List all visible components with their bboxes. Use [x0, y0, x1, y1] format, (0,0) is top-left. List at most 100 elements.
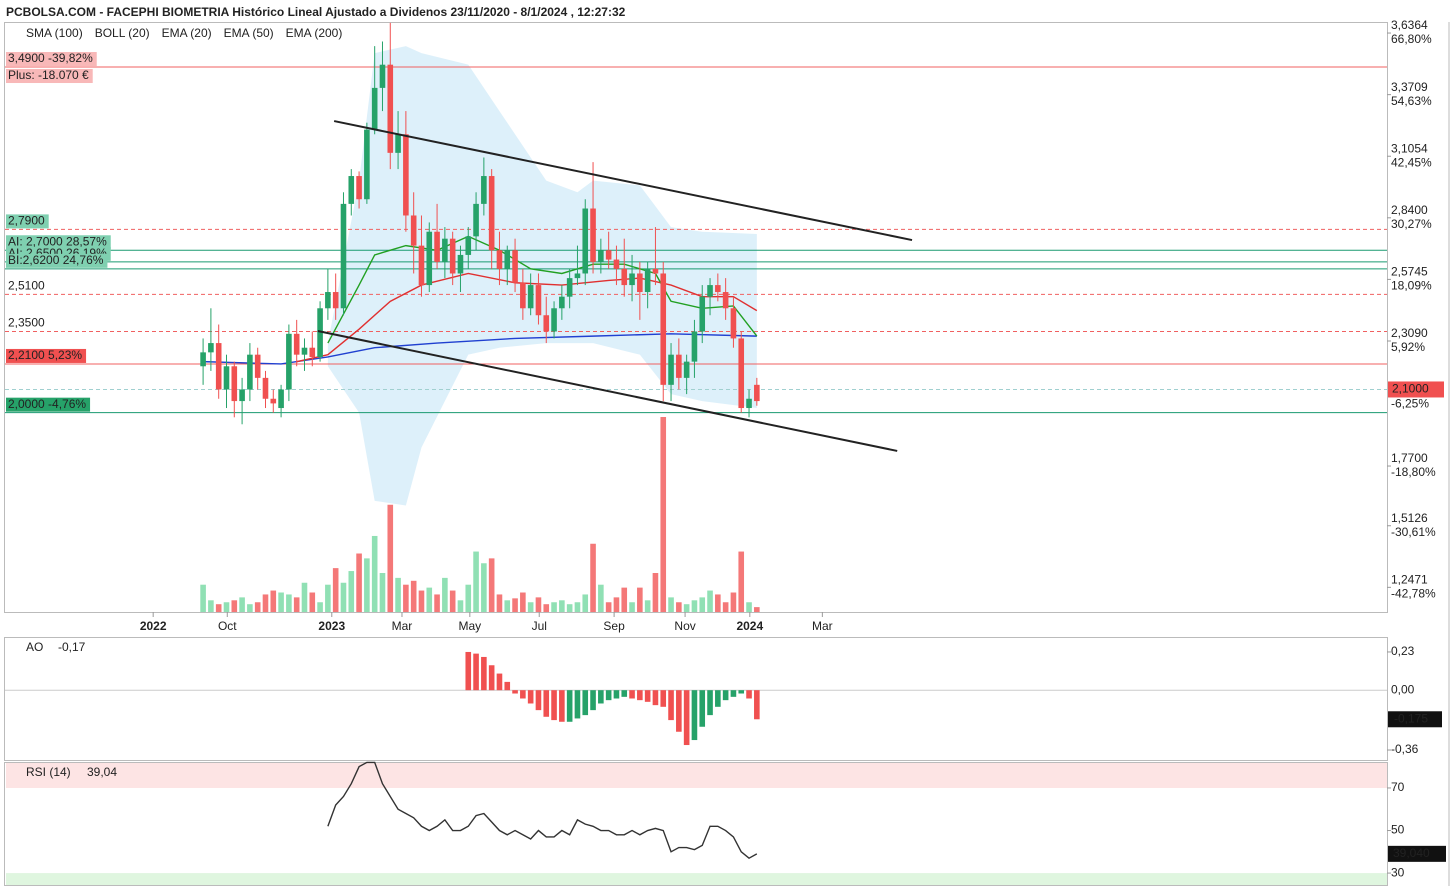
ao-bar	[629, 690, 635, 699]
level-label: AI: 2,7000 28,57%	[6, 234, 111, 250]
candle-body	[293, 333, 300, 355]
level-label-text: 2,5100	[8, 279, 45, 293]
x-tick-label: 2022	[140, 619, 167, 633]
level-label: 2,3500	[6, 316, 49, 331]
volume-bar	[418, 590, 425, 612]
legend-entry: EMA (50)	[224, 26, 274, 40]
ao-bar	[738, 690, 745, 694]
volume-bar	[574, 602, 581, 612]
volume-bar	[566, 604, 573, 612]
ao-name: AO	[26, 640, 43, 654]
candle-body	[317, 308, 323, 357]
y-tick-label: 2,3090	[1391, 326, 1428, 340]
candle-body	[699, 296, 706, 332]
level-label: 2,0000 -4,76%	[6, 397, 91, 412]
y-tick-label: 1,2471	[1391, 573, 1428, 587]
volume-bar	[465, 584, 472, 612]
volume-bar	[691, 600, 698, 612]
ao-bar	[512, 690, 518, 694]
candle-body	[683, 361, 690, 378]
y-tick-label: 3,3709	[1391, 80, 1428, 94]
ao-bar	[590, 690, 596, 711]
ao-bar	[481, 656, 487, 691]
candle-body	[621, 268, 628, 286]
candle-body	[403, 134, 409, 216]
ao-bar	[527, 690, 534, 704]
ao-bar	[488, 665, 495, 691]
volume-bar	[449, 590, 456, 612]
volume-bar	[473, 551, 479, 612]
ao-bar	[644, 690, 651, 702]
ao-bar	[504, 681, 511, 691]
candle-body	[535, 285, 542, 316]
candle-body	[223, 366, 230, 390]
volume-bar	[286, 594, 292, 612]
volume-bar	[348, 571, 355, 612]
volume-bar	[520, 592, 526, 612]
candle-body	[551, 308, 557, 332]
candle-body	[582, 208, 589, 274]
volume-bar	[208, 600, 214, 612]
ao-bar	[707, 690, 713, 716]
volume-bar	[543, 604, 550, 612]
ao-bar	[746, 690, 752, 699]
y-tick-percent: 54,63%	[1391, 94, 1432, 108]
rsi-panel	[4, 762, 1388, 886]
candle-body	[637, 273, 643, 293]
level-label-text: AI: 2,7000 28,57%	[8, 234, 107, 248]
volume-bar	[457, 600, 464, 612]
volume-bar	[598, 584, 604, 612]
volume-bar	[442, 577, 448, 612]
y-tick-label: 1,7700	[1391, 451, 1428, 465]
ao-bar	[465, 651, 472, 691]
rsi-line	[327, 761, 758, 860]
level-note-bg	[6, 69, 93, 84]
candle-body	[644, 268, 651, 293]
candle-body	[668, 354, 674, 385]
legend-entry: SMA (100)	[26, 26, 83, 40]
candle-body	[340, 203, 347, 309]
volume-bar	[629, 602, 635, 612]
volume-bar	[262, 594, 269, 612]
candle-body	[270, 398, 277, 404]
volume-bar	[247, 604, 253, 612]
candle-body	[239, 389, 245, 402]
volume-bar	[364, 558, 370, 612]
ao-bar	[496, 673, 503, 691]
candle-body	[309, 347, 316, 357]
candle-body	[691, 331, 698, 362]
y-tick-percent: 42,45%	[1391, 155, 1432, 169]
volume-bar	[683, 604, 690, 612]
y-tick-label: 3,6364	[1391, 18, 1428, 32]
level-label-bg	[6, 279, 49, 294]
last-price-label: 2,1000	[1392, 382, 1429, 396]
ao-panel	[4, 637, 1388, 761]
x-tick-label: 2023	[318, 619, 345, 633]
ao-bar	[543, 690, 550, 717]
trendline	[317, 330, 898, 452]
y-tick-label: 1,5126	[1391, 511, 1428, 525]
ao-bar	[574, 690, 581, 719]
level-label: 2,5100	[6, 279, 49, 294]
volume-bar	[387, 504, 394, 612]
ema-line	[327, 235, 758, 344]
y-tick-percent: 66,80%	[1391, 32, 1432, 46]
y-tick-percent: 30,27%	[1391, 217, 1432, 231]
volume-bar	[356, 553, 362, 612]
ao-bar	[637, 690, 643, 701]
volume-bar	[715, 594, 721, 612]
candle-body	[434, 231, 440, 262]
ao-bar	[551, 690, 557, 721]
volume-bar	[551, 602, 557, 612]
ao-bar	[582, 690, 589, 716]
level-label: 2,7900	[6, 214, 49, 229]
volume-bar	[660, 417, 667, 612]
ao-tick-label: 0,00	[1391, 682, 1415, 696]
ao-bar	[683, 690, 690, 746]
volume-bar	[239, 597, 245, 612]
volume-bar	[707, 590, 713, 612]
candle-body	[488, 176, 495, 251]
x-tick-label: Sep	[603, 619, 625, 633]
level-label-bg	[6, 348, 87, 363]
ao-bar	[676, 690, 682, 732]
